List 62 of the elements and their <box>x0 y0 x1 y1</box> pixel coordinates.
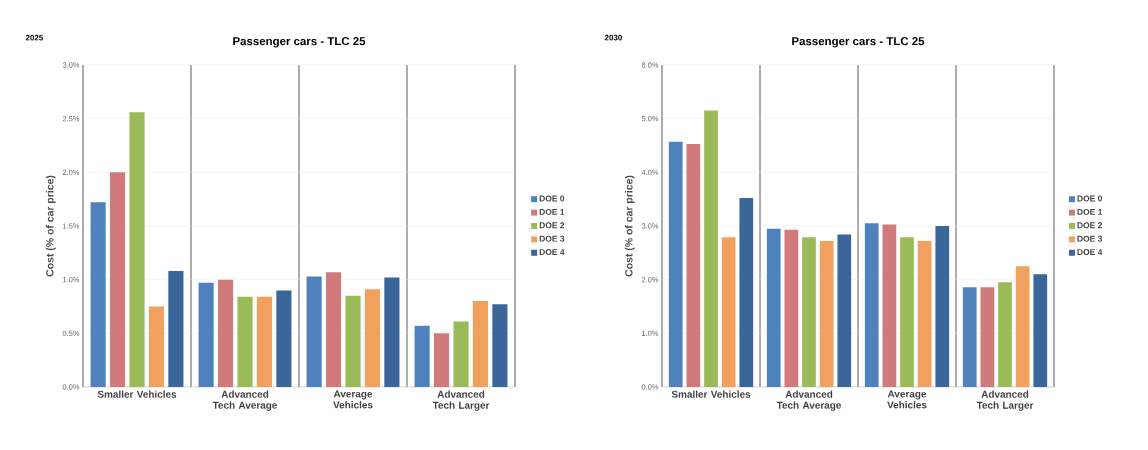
bar <box>276 290 292 387</box>
bar <box>90 202 106 387</box>
bar <box>218 279 234 387</box>
bar <box>917 241 932 387</box>
x-tick-label: Advanced Tech Larger <box>432 390 490 411</box>
bar <box>802 237 816 387</box>
bar <box>414 325 430 387</box>
legend-label: DOE 4 <box>539 249 565 256</box>
bar <box>784 229 799 387</box>
bar <box>326 272 342 387</box>
legend-label: DOE 0 <box>539 195 565 202</box>
bar <box>704 110 718 387</box>
legend-label: DOE 4 <box>1077 249 1103 256</box>
x-tick-label: Average Vehicles <box>887 390 927 409</box>
legend-label: DOE 1 <box>1077 208 1103 215</box>
legend-label: DOE 0 <box>1077 195 1103 202</box>
x-tick-label: Advanced Tech Average <box>212 390 278 411</box>
bar <box>819 241 834 387</box>
bar <box>739 198 754 387</box>
bar <box>668 141 683 387</box>
x-tick-label: Smaller Vehicles <box>97 390 177 398</box>
bar <box>721 237 736 387</box>
legend-label: DOE 3 <box>539 235 565 242</box>
bar <box>882 224 897 387</box>
bar <box>900 237 914 387</box>
legend-label: DOE 1 <box>539 208 565 215</box>
bar <box>306 276 322 387</box>
bar <box>962 287 977 387</box>
bar <box>980 287 995 387</box>
bar <box>453 321 469 387</box>
x-tick-label: Advanced Tech Larger <box>976 390 1034 411</box>
y-axis-title: Cost (% of car price) <box>45 175 56 277</box>
legend-label: DOE 2 <box>1077 222 1103 229</box>
legend-label: DOE 2 <box>539 222 565 229</box>
x-tick-label: Advanced Tech Average <box>776 390 842 411</box>
bar <box>864 223 879 387</box>
bar <box>935 225 950 387</box>
chart-title: Passenger cars - TLC 25 <box>792 37 925 48</box>
bar <box>766 228 781 387</box>
bar <box>256 296 273 387</box>
bar <box>434 333 450 387</box>
x-tick-label: Smaller Vehicles <box>671 390 751 398</box>
bar <box>110 172 126 387</box>
bar <box>198 282 214 387</box>
bar <box>998 282 1012 387</box>
bar <box>364 289 381 387</box>
bar <box>129 112 145 387</box>
bar <box>384 277 400 387</box>
bar <box>168 271 184 387</box>
bar <box>1033 274 1048 387</box>
bar <box>1015 266 1030 387</box>
bar <box>492 304 508 387</box>
bar <box>345 295 361 387</box>
y-axis-title: Cost (% of car price) <box>624 175 635 277</box>
legend-label: DOE 3 <box>1077 235 1103 242</box>
bar <box>472 301 489 387</box>
bar <box>237 296 253 387</box>
x-tick-label: Average Vehicles <box>333 390 373 409</box>
bar <box>686 143 701 387</box>
chart-title: Passenger cars - TLC 25 <box>233 37 366 48</box>
bar <box>837 234 852 387</box>
bar <box>148 306 165 387</box>
